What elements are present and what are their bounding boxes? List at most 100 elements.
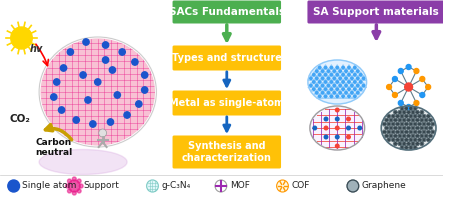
Text: g-C₃N₄: g-C₃N₄ — [161, 182, 191, 190]
Circle shape — [336, 81, 338, 83]
Circle shape — [348, 88, 350, 90]
Ellipse shape — [310, 106, 365, 150]
Circle shape — [342, 95, 344, 98]
Circle shape — [324, 126, 328, 130]
Circle shape — [386, 84, 391, 90]
Circle shape — [414, 147, 416, 149]
Circle shape — [51, 94, 57, 100]
Text: Types and structure: Types and structure — [172, 53, 282, 63]
Circle shape — [416, 143, 419, 145]
Circle shape — [124, 112, 130, 118]
Circle shape — [102, 42, 109, 48]
Circle shape — [316, 84, 318, 87]
Circle shape — [79, 184, 83, 188]
Circle shape — [348, 95, 350, 98]
Circle shape — [405, 115, 407, 117]
Circle shape — [72, 191, 76, 195]
Circle shape — [399, 143, 401, 145]
FancyBboxPatch shape — [173, 90, 281, 116]
Circle shape — [410, 115, 412, 117]
Circle shape — [67, 189, 72, 193]
Circle shape — [114, 92, 120, 98]
Circle shape — [327, 77, 330, 80]
Circle shape — [318, 66, 321, 69]
Circle shape — [327, 92, 330, 94]
Circle shape — [395, 119, 396, 121]
Circle shape — [421, 127, 423, 129]
Text: SA Support materials: SA Support materials — [313, 7, 439, 17]
Circle shape — [401, 139, 403, 141]
Circle shape — [428, 123, 429, 125]
Text: Carbon
neutral: Carbon neutral — [35, 138, 72, 157]
Circle shape — [420, 76, 425, 82]
Circle shape — [420, 92, 425, 98]
Circle shape — [333, 77, 336, 80]
Text: Graphene: Graphene — [361, 182, 406, 190]
Circle shape — [345, 92, 347, 94]
Circle shape — [327, 70, 330, 72]
Circle shape — [342, 88, 344, 90]
Circle shape — [336, 135, 339, 139]
Circle shape — [310, 84, 312, 87]
Circle shape — [419, 115, 420, 117]
Circle shape — [347, 180, 359, 192]
Circle shape — [360, 81, 362, 83]
Circle shape — [339, 70, 342, 72]
FancyBboxPatch shape — [173, 0, 281, 23]
Circle shape — [347, 135, 350, 139]
Circle shape — [383, 123, 386, 125]
Circle shape — [405, 107, 407, 109]
Circle shape — [383, 131, 386, 133]
Circle shape — [401, 107, 403, 109]
Circle shape — [390, 135, 392, 137]
Circle shape — [414, 131, 416, 133]
Circle shape — [58, 107, 65, 113]
Circle shape — [428, 131, 429, 133]
Circle shape — [324, 117, 328, 121]
Circle shape — [399, 111, 401, 113]
Circle shape — [414, 123, 416, 125]
FancyBboxPatch shape — [173, 46, 281, 71]
Circle shape — [397, 123, 399, 125]
Ellipse shape — [39, 37, 156, 147]
Circle shape — [351, 92, 353, 94]
Ellipse shape — [39, 150, 127, 174]
Circle shape — [414, 139, 416, 141]
Circle shape — [423, 139, 425, 141]
Circle shape — [416, 111, 419, 113]
Circle shape — [333, 92, 336, 94]
Text: COF: COF — [291, 182, 310, 190]
Circle shape — [354, 66, 356, 69]
Circle shape — [68, 180, 80, 192]
Circle shape — [421, 143, 423, 145]
Circle shape — [386, 119, 388, 121]
Circle shape — [354, 95, 356, 98]
Circle shape — [405, 139, 407, 141]
Circle shape — [318, 74, 321, 76]
Circle shape — [345, 70, 347, 72]
Circle shape — [336, 74, 338, 76]
Circle shape — [410, 107, 412, 109]
Circle shape — [339, 77, 342, 80]
Circle shape — [215, 180, 227, 192]
Circle shape — [398, 100, 403, 106]
Circle shape — [392, 123, 394, 125]
Circle shape — [357, 84, 359, 87]
Circle shape — [414, 107, 416, 109]
Circle shape — [362, 84, 365, 87]
Circle shape — [386, 135, 388, 137]
Circle shape — [397, 131, 399, 133]
Circle shape — [67, 179, 72, 183]
Circle shape — [322, 84, 324, 87]
Circle shape — [119, 49, 125, 55]
Circle shape — [392, 115, 394, 117]
Circle shape — [397, 139, 399, 141]
Circle shape — [333, 70, 336, 72]
Circle shape — [11, 27, 32, 49]
Circle shape — [8, 180, 19, 192]
Circle shape — [392, 92, 397, 98]
Circle shape — [414, 68, 419, 73]
Circle shape — [408, 119, 410, 121]
Circle shape — [107, 119, 114, 125]
Circle shape — [95, 79, 101, 85]
